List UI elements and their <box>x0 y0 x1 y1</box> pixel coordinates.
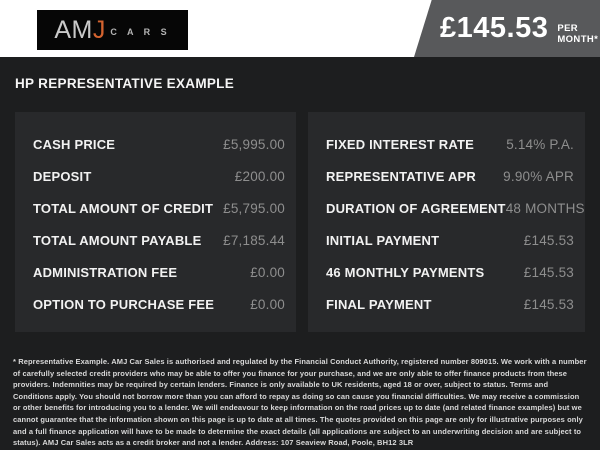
finance-row-cash-price: CASH PRICE £5,995.00 <box>33 128 285 160</box>
finance-label: TOTAL AMOUNT PAYABLE <box>33 232 202 248</box>
finance-label: DEPOSIT <box>33 168 92 184</box>
disclaimer-text: * Representative Example. AMJ Car Sales … <box>13 357 587 448</box>
finance-value: 48 MONTHS <box>505 200 585 216</box>
finance-value: £145.53 <box>523 232 574 248</box>
finance-label: 46 MONTHLY PAYMENTS <box>326 264 485 280</box>
finance-row-total-payable: TOTAL AMOUNT PAYABLE £7,185.44 <box>33 224 285 256</box>
finance-value: 9.90% APR <box>503 168 574 184</box>
finance-value: £5,995.00 <box>223 136 285 152</box>
finance-panel-right: FIXED INTEREST RATE 5.14% P.A. REPRESENT… <box>308 112 585 332</box>
finance-label: OPTION TO PURCHASE FEE <box>33 296 215 312</box>
finance-row-interest-rate: FIXED INTEREST RATE 5.14% P.A. <box>326 128 574 160</box>
finance-label: ADMINISTRATION FEE <box>33 264 178 280</box>
logo-text-am: AM <box>54 15 93 44</box>
finance-value: £0.00 <box>250 296 285 312</box>
finance-value: £200.00 <box>234 168 285 184</box>
finance-label: FINAL PAYMENT <box>326 296 432 312</box>
finance-value: 5.14% P.A. <box>506 136 574 152</box>
price-period-label: PER MONTH* <box>557 22 599 45</box>
finance-value: £145.53 <box>523 296 574 312</box>
finance-row-monthly-payments: 46 MONTHLY PAYMENTS £145.53 <box>326 256 574 288</box>
finance-row-purchase-fee: OPTION TO PURCHASE FEE £0.00 <box>33 288 285 320</box>
finance-value: £0.00 <box>250 264 285 280</box>
finance-value: £145.53 <box>523 264 574 280</box>
header: AM J C A R S £145.53 PER MONTH* <box>0 0 600 57</box>
finance-row-initial-payment: INITIAL PAYMENT £145.53 <box>326 224 574 256</box>
logo-text-cars: C A R S <box>110 26 171 37</box>
finance-panel-left: CASH PRICE £5,995.00 DEPOSIT £200.00 TOT… <box>15 112 296 332</box>
finance-row-admin-fee: ADMINISTRATION FEE £0.00 <box>33 256 285 288</box>
finance-row-final-payment: FINAL PAYMENT £145.53 <box>326 288 574 320</box>
price-amount: £145.53 <box>440 12 549 44</box>
finance-value: £7,185.44 <box>223 232 285 248</box>
finance-label: REPRESENTATIVE APR <box>326 168 476 184</box>
amj-cars-logo: AM J C A R S <box>37 10 188 50</box>
monthly-price-banner: £145.53 PER MONTH* <box>414 0 600 57</box>
finance-label: TOTAL AMOUNT OF CREDIT <box>33 200 214 216</box>
finance-label: INITIAL PAYMENT <box>326 232 440 248</box>
finance-row-duration: DURATION OF AGREEMENT 48 MONTHS <box>326 192 585 224</box>
finance-label: CASH PRICE <box>33 136 116 152</box>
finance-row-total-credit: TOTAL AMOUNT OF CREDIT £5,795.00 <box>33 192 285 224</box>
finance-value: £5,795.00 <box>223 200 285 216</box>
finance-label: FIXED INTEREST RATE <box>326 136 475 152</box>
finance-label: DURATION OF AGREEMENT <box>326 200 506 216</box>
logo-text-j: J <box>92 15 106 44</box>
finance-row-deposit: DEPOSIT £200.00 <box>33 160 285 192</box>
page-title: HP REPRESENTATIVE EXAMPLE <box>15 76 235 91</box>
finance-row-apr: REPRESENTATIVE APR 9.90% APR <box>326 160 574 192</box>
